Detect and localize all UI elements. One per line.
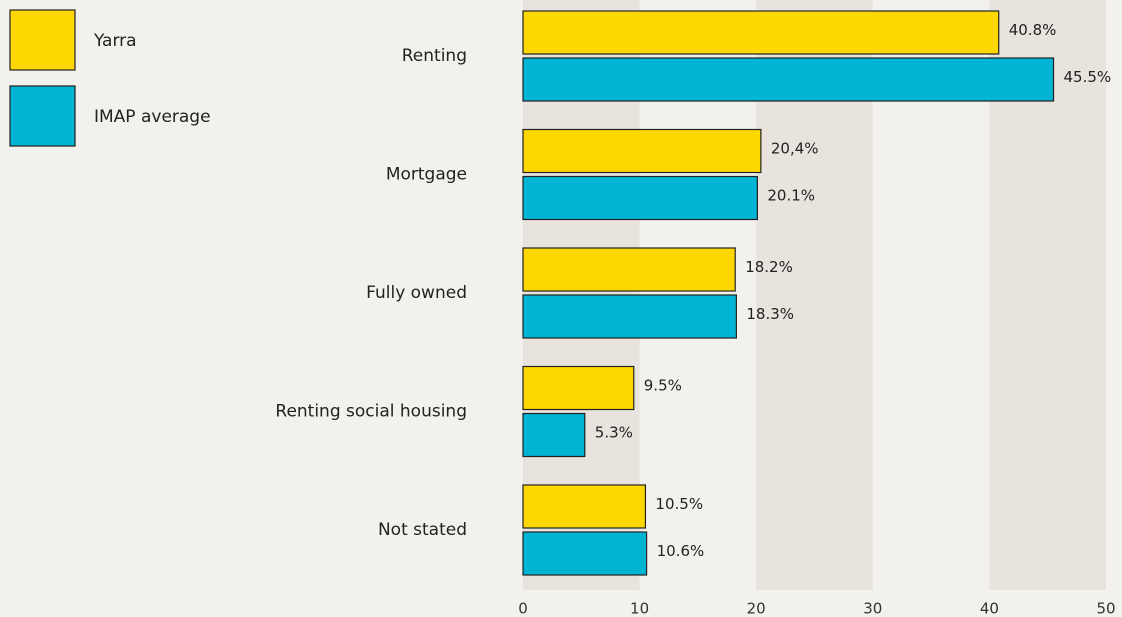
legend-label: IMAP average [94,107,211,127]
x-tick-label: 40 [980,600,999,617]
value-label: 18.3% [746,305,794,323]
value-label: 20.1% [767,187,815,205]
x-tick-label: 50 [1096,600,1115,617]
legend-swatch [9,85,76,147]
bar [522,531,648,576]
category-label: Mortgage [386,165,467,185]
x-tick-label: 20 [747,600,766,617]
category-label: Not stated [378,520,467,540]
bar [522,294,737,339]
x-tick-label: 30 [863,600,882,617]
value-label: 18.2% [745,258,793,276]
category-label: Fully owned [366,283,467,303]
legend-swatch [9,9,76,71]
value-label: 40.8% [1009,21,1057,39]
x-tick-label: 10 [630,600,649,617]
bar [522,128,762,174]
bar [522,484,647,529]
bar [522,57,1055,102]
value-label: 45.5% [1064,68,1112,86]
value-label: 10.6% [657,542,705,560]
x-tick-label: 0 [518,600,528,617]
bar [522,365,635,411]
value-label: 9.5% [644,377,682,395]
bar [522,10,1000,55]
bar [522,247,736,292]
value-label: 10.5% [655,495,703,513]
category-label: Renting social housing [275,402,467,422]
legend-label: Yarra [93,31,137,51]
bar [522,412,586,458]
bar [522,175,758,221]
value-label: 5.3% [595,424,633,442]
value-label: 20,4% [771,140,819,158]
category-label: Renting [402,46,467,66]
